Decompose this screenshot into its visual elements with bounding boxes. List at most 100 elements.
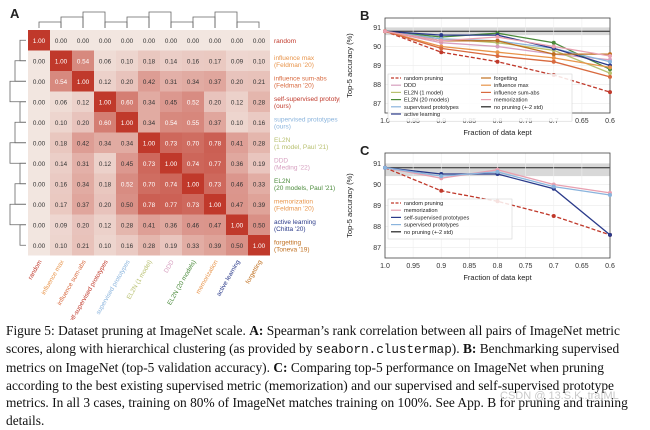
heatmap-cell-value: 0.41 bbox=[231, 140, 244, 147]
heatmap-cell-value: 0.16 bbox=[187, 58, 200, 65]
heatmap-cell-value: 0.47 bbox=[231, 202, 244, 209]
heatmap-cell bbox=[72, 71, 94, 92]
heatmap-cell-value: 0.77 bbox=[209, 161, 222, 168]
caption-text-2: Spearman’s rank correlation between all … bbox=[6, 323, 620, 356]
heatmap-cell bbox=[28, 132, 50, 153]
heatmap-cell-value: 0.18 bbox=[55, 140, 68, 147]
series-point bbox=[551, 214, 556, 218]
heatmap-cell bbox=[28, 235, 50, 256]
heatmap-row-sublabel: (Feldman '20) bbox=[274, 62, 314, 69]
legend-label: forgetting bbox=[494, 76, 517, 82]
heatmap-cell bbox=[160, 91, 182, 112]
series-point bbox=[495, 44, 500, 49]
heatmap-cell-value: 0.34 bbox=[77, 181, 90, 188]
x-tick-label: 0.7 bbox=[549, 118, 559, 125]
heatmap-row-sublabel: (Toneva '19) bbox=[274, 246, 310, 253]
heatmap-cell bbox=[94, 71, 116, 92]
heatmap-cell bbox=[72, 194, 94, 215]
heatmap-cell-value: 0.47 bbox=[209, 222, 222, 229]
legend-label: influence max bbox=[494, 83, 529, 89]
heatmap-cell-value: 0.00 bbox=[165, 38, 178, 45]
x-axis-label: Fraction of data kept bbox=[463, 273, 532, 282]
series-point bbox=[551, 44, 556, 49]
heatmap-cell-value: 0.00 bbox=[231, 38, 244, 45]
heatmap-cell bbox=[138, 132, 160, 153]
heatmap-cell-value: 0.73 bbox=[143, 161, 156, 168]
legend-label: no pruning (+-2 std) bbox=[404, 230, 453, 236]
heatmap-cell-value: 0.34 bbox=[143, 99, 156, 106]
heatmap-cell-value: 1.00 bbox=[231, 222, 244, 229]
heatmap-cell bbox=[138, 173, 160, 194]
series-point bbox=[608, 193, 612, 197]
heatmap-cell-value: 0.20 bbox=[231, 79, 244, 86]
caption-text-4: Benchmarking supervised metrics on Image… bbox=[6, 340, 620, 376]
series-point bbox=[439, 188, 444, 193]
heatmap-cell-value: 0.74 bbox=[187, 161, 200, 168]
heatmap-cell-value: 0.36 bbox=[231, 161, 244, 168]
heatmap-cell bbox=[204, 132, 226, 153]
heatmap-row-label: influence max bbox=[274, 55, 315, 62]
heatmap-cell-value: 0.60 bbox=[99, 120, 112, 127]
dendrogram-branch-top bbox=[170, 21, 194, 28]
heatmap-cell bbox=[94, 235, 116, 256]
heatmap-cell-value: 1.00 bbox=[209, 202, 222, 209]
heatmap-cell bbox=[50, 214, 72, 235]
heatmap-row-label: memorization bbox=[274, 198, 313, 205]
series-point bbox=[439, 50, 444, 55]
heatmap-cell-value: 0.09 bbox=[55, 222, 68, 229]
heatmap-cell bbox=[204, 71, 226, 92]
heatmap-cell-value: 0.70 bbox=[187, 140, 200, 147]
heatmap-cell bbox=[94, 194, 116, 215]
heatmap-cell-value: 0.00 bbox=[187, 38, 200, 45]
heatmap-cell-value: 0.46 bbox=[231, 181, 244, 188]
dendrogram-branch-left bbox=[9, 142, 26, 164]
heatmap-cell-value: 0.12 bbox=[231, 99, 244, 106]
x-tick-label: 0.65 bbox=[575, 118, 589, 125]
series-point bbox=[495, 50, 500, 55]
heatmap-cell-value: 0.00 bbox=[33, 58, 46, 65]
heatmap-row-label: DDD bbox=[274, 157, 288, 164]
heatmap-cell-value: 0.00 bbox=[253, 38, 266, 45]
heatmap-cell-value: 0.73 bbox=[187, 202, 200, 209]
heatmap-cell bbox=[28, 173, 50, 194]
heatmap-cell-value: 0.33 bbox=[187, 243, 200, 250]
heatmap-cell bbox=[138, 91, 160, 112]
heatmap-cell bbox=[160, 30, 182, 51]
heatmap-cell bbox=[28, 214, 50, 235]
heatmap-cell bbox=[248, 194, 270, 215]
heatmap-cell bbox=[50, 194, 72, 215]
heatmap-cell-value: 0.19 bbox=[253, 161, 266, 168]
series-point bbox=[439, 38, 444, 43]
heatmap-cell bbox=[248, 235, 270, 256]
heatmap-cell bbox=[226, 112, 248, 133]
series-point bbox=[608, 232, 612, 237]
heatmap-cell-value: 0.34 bbox=[99, 140, 112, 147]
heatmap-cell-value: 0.18 bbox=[99, 181, 112, 188]
heatmap-cell-value: 0.10 bbox=[99, 243, 112, 250]
heatmap-cell-value: 0.54 bbox=[55, 79, 68, 86]
heatmap-row-sublabel: (ours) bbox=[274, 123, 291, 130]
heatmap-cell-value: 0.34 bbox=[187, 79, 200, 86]
heatmap-row-sublabel: (ours) bbox=[274, 103, 291, 110]
heatmap-cell bbox=[248, 71, 270, 92]
dendrogram-branch-left bbox=[19, 39, 26, 62]
heatmap-cell-value: 0.12 bbox=[77, 99, 90, 106]
heatmap-cell bbox=[28, 91, 50, 112]
heatmap-cell-value: 0.18 bbox=[143, 58, 156, 65]
heatmap-cell bbox=[204, 50, 226, 71]
heatmap-cell bbox=[248, 91, 270, 112]
heatmap-cell-value: 0.10 bbox=[121, 58, 134, 65]
heatmap-cell-value: 0.00 bbox=[33, 222, 46, 229]
legend-label: random pruning bbox=[404, 76, 443, 82]
heatmap-cell bbox=[160, 173, 182, 194]
heatmap-cell-value: 0.14 bbox=[55, 161, 68, 168]
panel-label-b: B bbox=[360, 8, 370, 23]
dendrogram-branch-top bbox=[148, 11, 172, 28]
heatmap-cell bbox=[72, 153, 94, 174]
x-tick-label: 0.6 bbox=[605, 118, 615, 125]
legend-box bbox=[387, 73, 573, 122]
dendrogram-branch-top bbox=[104, 21, 128, 28]
series-point bbox=[608, 59, 612, 64]
x-tick-label: 0.7 bbox=[549, 263, 559, 270]
x-tick-label: 0.75 bbox=[519, 118, 533, 125]
